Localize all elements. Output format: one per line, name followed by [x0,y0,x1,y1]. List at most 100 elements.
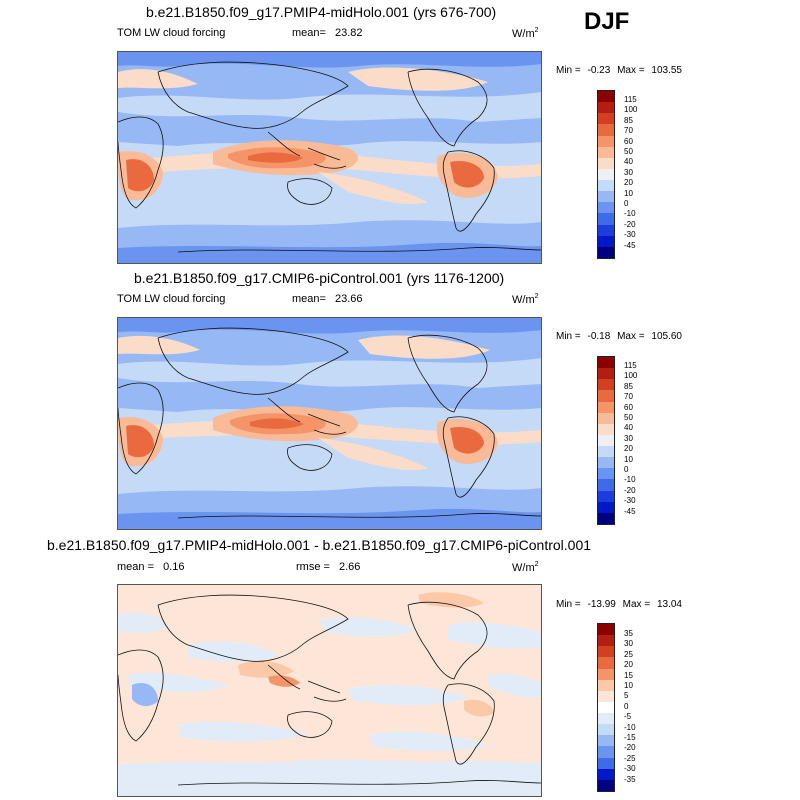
panel1-variable-label: TOM LW cloud forcing [117,27,226,39]
panel1-colorbar-box [598,180,614,192]
panel3-rmse-value: 2.66 [339,561,361,573]
panel3-colorbar-box [598,779,614,791]
panel1-colorbar-box [598,113,614,125]
panel2-colorbar-tick: 60 [624,402,633,412]
panel2-subtropics [118,378,541,412]
panel2-colorbar-tick: 20 [624,444,633,454]
panel3-colorbar-box [598,713,614,725]
panel2-colorbar-tick: -20 [624,485,636,495]
panel2-title: b.e21.B1850.f09_g17.CMIP6-piControl.001 … [134,270,505,286]
panel3-min-label: Min = [556,599,581,610]
season-label: DJF [584,8,630,35]
panel2-min-value: -0.18 [587,331,611,342]
panel3-max-value: 13.04 [656,599,682,610]
panel3-neg-patch [188,641,278,662]
panel1-npac-storm [348,67,488,91]
panel2-colorbar-tick: -45 [624,506,636,516]
panel3-colorbar-tick: 20 [624,660,633,670]
panel1-colorbar-tick: 85 [624,115,633,125]
panel3-colorbar-box [598,635,614,647]
panel1-mean-label: mean= [292,27,326,39]
panel3-colorbar-tick: -25 [624,753,636,763]
panel3-colorbar-tick: 35 [624,629,633,638]
panel1-colorbar-tick: 0 [624,199,629,208]
panel2-mean-value: 23.66 [335,293,363,305]
panel3-neg-patch [128,672,228,692]
panel1-colorbar-box [598,124,614,136]
panel3-neg-patch [348,685,468,705]
panel3-title: b.e21.B1850.f09_g17.PMIP4-midHolo.001 - … [47,537,592,553]
panel3-colorbar-box [598,735,614,747]
panel3-colorbar [597,623,615,792]
panel1-colorbar-box [598,102,614,114]
panel2-spcz [318,438,428,471]
panel1-colorbar-tick: 10 [624,188,633,198]
panel3-mean-label: mean = [117,561,154,573]
panel2-colorbar-tick: 40 [624,423,633,433]
panel2-colorbar-tick: 0 [624,465,629,474]
panel1-colorbar-tick: 50 [624,147,633,156]
panel3-pos-patch [418,592,484,608]
panel3-south-band [118,759,541,796]
panel2-colorbar-tick: 115 [624,361,637,370]
panel1-colorbar-box [598,224,614,236]
panel2-africa-core [126,425,154,458]
panel1-colorbar-tick: 70 [624,126,633,136]
panel1-spcz [318,172,428,205]
panel3-field [118,585,541,796]
panel2-colorbar [597,356,615,525]
panel3-colorbar-tick: 30 [624,639,633,649]
panel2-colorbar-tick: 85 [624,381,633,391]
panel2-max-label: Max = [617,331,645,342]
panel3-neg-patch [448,622,541,649]
panel1-colorbar-tick: 115 [624,95,637,104]
panel3-colorbar-tick: 0 [624,701,629,711]
panel2-colorbar-box [598,401,614,413]
panel1-colorbar-box [598,146,614,158]
panel3-neg-patch [178,721,308,742]
panel3-colorbar-tick: -35 [624,774,636,784]
panel3-colorbar-box [598,724,614,736]
panel3-colorbar-box [598,679,614,691]
panel2-colorbar-box [598,457,614,469]
panel3-colorbar-box [598,668,614,680]
panel1-colorbar-tick: -45 [624,240,636,250]
panel3-colorbar-tick: -10 [624,722,636,732]
panel2-colorbar-tick: 10 [624,454,633,464]
panel3-max-label: Max = [622,599,651,610]
panel3-neg-patch [488,673,541,698]
panel3-colorbar-tick: 10 [624,681,633,690]
panel3-rmse-label: rmse = [296,561,330,573]
panel2-colorbar-tick: -10 [624,475,636,485]
panel3-colorbar-tick: 5 [624,691,629,701]
panel2-mean: mean= 23.66 [292,293,363,305]
panel1-colorbar-box [598,246,614,258]
panel2-unit: W/m2 [512,293,539,306]
panel1-max-value: 103.55 [651,65,682,76]
panel1-colorbar-box [598,191,614,203]
panel2-colorbar-tick: 50 [624,413,633,422]
panel2-colorbar-box [598,390,614,402]
panel1-max-label: Max = [617,65,645,76]
panel1-polar-band [118,52,541,68]
panel2-colorbar-box [598,423,614,435]
panel1-colorbar-tick: 100 [624,105,638,115]
panel3-minmax: Min = -13.99 Max = 13.04 [556,599,682,610]
panel2-min-label: Min = [556,331,581,342]
panel2-colorbar-box [598,368,614,380]
panel1-field [118,52,541,263]
panel2-natl-storm [118,335,200,355]
panel2-colorbar-box [598,501,614,513]
panel1-colorbar-box [598,168,614,180]
panel1-title: b.e21.B1850.f09_g17.PMIP4-midHolo.001 (y… [146,4,497,20]
panel3-neg-patch [118,612,168,633]
panel3-colorbar-tick: -30 [624,764,636,774]
panel3-colorbar-tick: -20 [624,743,636,753]
panel1-colorbar-box [598,135,614,147]
panel2-colorbar-box [598,412,614,424]
panel2-colorbar-box [598,357,614,369]
panel3-min-value: -13.99 [587,599,616,610]
panel1-africa-core [126,159,154,192]
panel3-colorbar-box [598,768,614,780]
panel2-minmax: Min = -0.18 Max = 105.60 [556,331,682,342]
